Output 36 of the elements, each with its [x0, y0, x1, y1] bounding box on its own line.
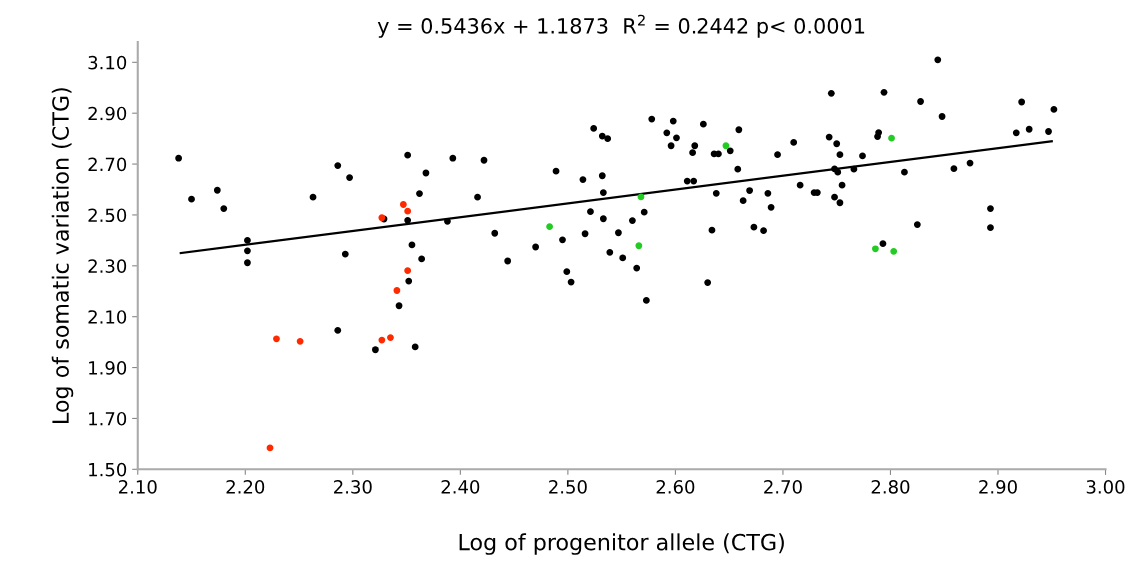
y-tick-label: 1.70: [89, 411, 127, 426]
point: [404, 267, 412, 275]
point: [888, 134, 895, 142]
point: [722, 142, 730, 150]
point: [404, 207, 412, 215]
chart-title: y = 0.5436x + 1.1873 R$^{2}$ = 0.2442 p< 0.0001: [377, 14, 865, 38]
point: [546, 223, 553, 231]
y-tick-label: 2.50: [88, 208, 127, 223]
x-tick-label: 2.30: [334, 480, 372, 494]
point: [399, 201, 407, 208]
y-tick-label: 2.30: [88, 259, 127, 273]
y-tick-label: 3.10: [88, 55, 127, 70]
point: [378, 336, 386, 344]
x-tick-label: 2.90: [979, 480, 1017, 494]
y-tick-label: 1.50: [89, 462, 127, 477]
point: [273, 335, 280, 343]
point: [296, 337, 304, 345]
x-tick-label: 2.20: [226, 480, 265, 494]
x-tick-label: 2.70: [764, 480, 802, 494]
point: [872, 245, 879, 253]
y-axis-title: Log of somatic variation (CTG): [51, 88, 74, 423]
point: [635, 242, 643, 250]
y-tick-label: 2.70: [88, 157, 127, 172]
x-tick-label: 3.00: [1086, 480, 1125, 494]
x-axis-title: Log of progenitor allele (CTG): [459, 533, 784, 555]
x-tick-label: 2.50: [549, 480, 587, 494]
point: [890, 247, 898, 255]
point: [393, 287, 401, 294]
x-tick-label: 2.80: [871, 480, 910, 494]
point: [387, 334, 394, 341]
x-tick-label: 2.40: [441, 480, 480, 494]
x-tick-label: 2.60: [656, 480, 695, 494]
y-tick-label: 1.90: [89, 361, 127, 375]
x-tick-label: 2.10: [118, 480, 157, 494]
y-tick-label: 2.10: [88, 310, 127, 324]
y-tick-label: 2.90: [88, 106, 127, 121]
